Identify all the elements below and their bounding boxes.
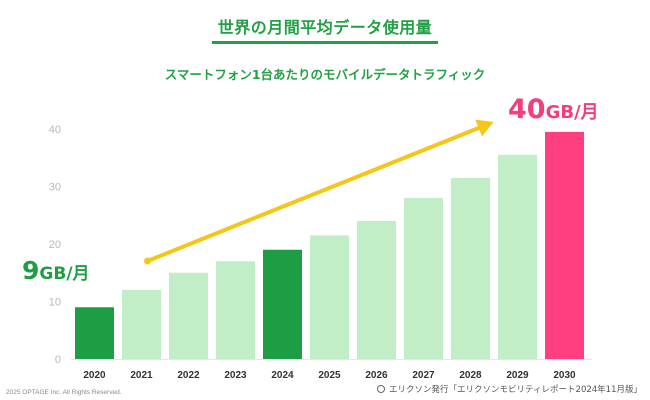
y-tick-label: 20 <box>49 239 61 251</box>
chart-subtitle: スマートフォン1台あたりのモバイルデータトラフィック <box>164 67 486 82</box>
x-tick-label: 2023 <box>224 370 247 381</box>
source-text: エリクソン発行「エリクソンモビリティレポート2024年11月版」 <box>389 385 642 395</box>
start-value-unit: GB/月 <box>39 264 90 284</box>
end-value-callout: 40GB/月 <box>508 96 599 123</box>
x-tick-label: 2030 <box>553 370 576 381</box>
x-tick-label: 2021 <box>130 370 153 381</box>
bar-2021 <box>122 290 161 359</box>
x-tick-label: 2026 <box>365 370 388 381</box>
y-tick-label: 30 <box>49 182 61 194</box>
x-tick-label: 2025 <box>318 370 341 381</box>
growth-arrow-start-dot <box>144 257 151 265</box>
x-tick-label: 2028 <box>459 370 482 381</box>
x-tick-label: 2020 <box>83 370 106 381</box>
y-tick-label: 10 <box>49 297 61 309</box>
bar-2020 <box>75 307 114 359</box>
start-value-callout: 9GB/月 <box>22 258 90 283</box>
x-tick-label: 2027 <box>412 370 435 381</box>
chart-title: 世界の月間平均データ使用量 <box>211 14 439 44</box>
start-value-number: 9 <box>22 256 40 285</box>
x-tick-label: 2029 <box>506 370 529 381</box>
bar-2027 <box>404 198 443 359</box>
bar-2028 <box>451 177 490 359</box>
bar-2030 <box>545 131 584 359</box>
source-note: エリクソン発行「エリクソンモビリティレポート2024年11月版」 <box>377 383 642 395</box>
bar-2029 <box>498 154 537 359</box>
x-tick-label: 2024 <box>271 370 294 381</box>
copyright-text: 2025 OPTAGE Inc. All Rights Reserved. <box>6 389 122 396</box>
bar-2023 <box>216 261 255 359</box>
bar-2026 <box>357 221 396 359</box>
y-tick-label: 0 <box>55 354 61 366</box>
y-tick-label: 40 <box>49 124 61 136</box>
growth-arrow-line <box>145 125 481 263</box>
bar-2025 <box>310 235 349 359</box>
bar-2024 <box>263 249 302 359</box>
bar-2022 <box>169 272 208 359</box>
end-value-number: 40 <box>508 94 546 125</box>
end-value-unit: GB/月 <box>545 102 599 123</box>
circle-icon <box>377 385 386 393</box>
x-tick-label: 2022 <box>177 370 200 381</box>
growth-arrow-head <box>475 119 494 137</box>
